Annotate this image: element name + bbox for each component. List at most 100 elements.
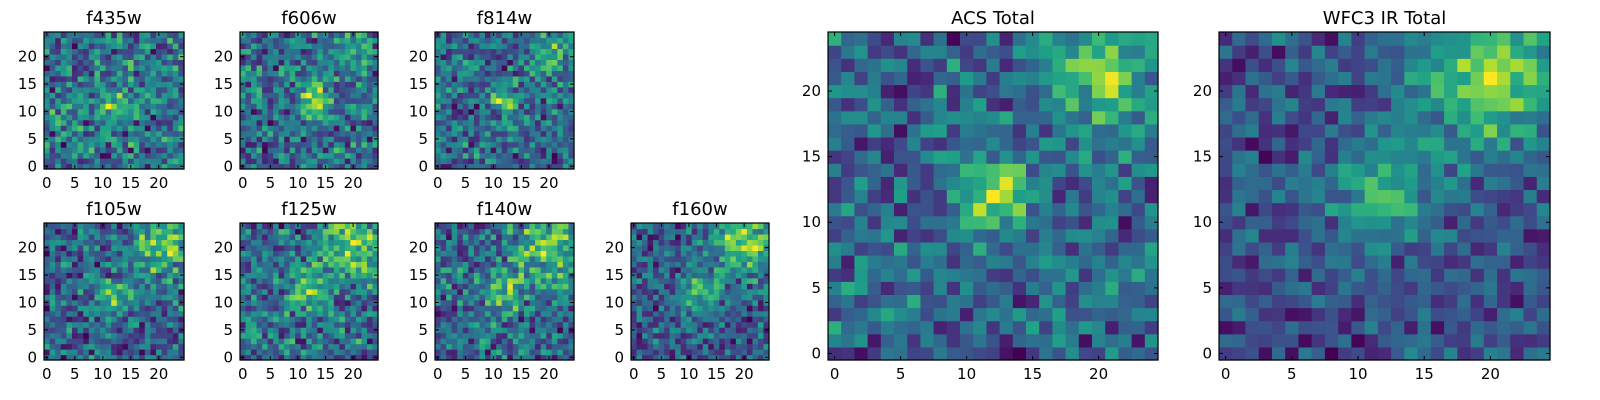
heatmap-cell bbox=[647, 228, 654, 235]
heatmap-cell bbox=[116, 32, 123, 39]
heatmap-cell bbox=[557, 42, 564, 50]
heatmap-cell bbox=[88, 266, 95, 273]
heatmap-cell bbox=[150, 103, 157, 110]
heatmap-cell bbox=[496, 327, 503, 334]
x-tick-label: 10 bbox=[484, 365, 503, 383]
heatmap-cell bbox=[894, 189, 908, 204]
heatmap-cell bbox=[546, 255, 553, 262]
heatmap-cell bbox=[1131, 189, 1146, 204]
heatmap-cell bbox=[306, 125, 313, 132]
heatmap-cell bbox=[284, 250, 291, 257]
heatmap-cell bbox=[83, 332, 90, 339]
heatmap-cell bbox=[317, 59, 324, 66]
heatmap-cell bbox=[139, 92, 146, 99]
heatmap-cell bbox=[457, 288, 464, 295]
heatmap-cell bbox=[708, 327, 715, 334]
heatmap-cell bbox=[451, 327, 458, 334]
heatmap-cell bbox=[116, 53, 123, 60]
heatmap-cell bbox=[933, 333, 948, 348]
heatmap-cell bbox=[122, 272, 129, 279]
heatmap-cell bbox=[691, 343, 698, 350]
heatmap-cell bbox=[658, 228, 665, 235]
heatmap-cell bbox=[156, 53, 163, 60]
heatmap-cell bbox=[507, 250, 514, 257]
heatmap-cell bbox=[273, 272, 280, 279]
heatmap-cell bbox=[468, 283, 475, 290]
heatmap-cell bbox=[894, 281, 908, 295]
heatmap-cell bbox=[55, 250, 62, 257]
heatmap-cell bbox=[122, 244, 129, 251]
heatmap-cell bbox=[251, 163, 258, 170]
heatmap-cell bbox=[535, 250, 542, 257]
heatmap-cell bbox=[284, 332, 291, 339]
heatmap-cell bbox=[446, 108, 453, 115]
heatmap-cell bbox=[451, 92, 458, 99]
heatmap-cell bbox=[763, 223, 770, 230]
heatmap-cell bbox=[94, 64, 101, 71]
heatmap-cell bbox=[546, 266, 553, 273]
heatmap-cell bbox=[289, 108, 296, 115]
heatmap-cell bbox=[311, 223, 318, 230]
heatmap-cell bbox=[72, 266, 79, 273]
heatmap-cell bbox=[156, 321, 163, 328]
heatmap-cell bbox=[122, 338, 129, 345]
heatmap-cell bbox=[1012, 268, 1027, 282]
heatmap-cell bbox=[490, 147, 497, 154]
heatmap-cell bbox=[473, 266, 481, 273]
heatmap-cell bbox=[251, 125, 258, 132]
heatmap-cell bbox=[273, 233, 280, 241]
heatmap-cell bbox=[139, 37, 146, 44]
heatmap-cell bbox=[251, 81, 258, 88]
heatmap-cell bbox=[540, 81, 547, 88]
heatmap-cell bbox=[462, 37, 469, 44]
heatmap-cell bbox=[946, 320, 961, 335]
heatmap-cell bbox=[446, 239, 453, 246]
heatmap-cell bbox=[946, 163, 961, 177]
heatmap-cell bbox=[311, 48, 318, 55]
heatmap-cell bbox=[100, 327, 107, 334]
heatmap-cell bbox=[451, 86, 458, 93]
heatmap-cell bbox=[161, 64, 168, 71]
heatmap-cell bbox=[251, 349, 258, 356]
heatmap-cell bbox=[468, 349, 475, 356]
heatmap-cell bbox=[267, 152, 274, 159]
heatmap-cell bbox=[167, 310, 174, 317]
heatmap-cell bbox=[680, 223, 687, 230]
heatmap-cell bbox=[746, 305, 754, 312]
heatmap-cell bbox=[72, 332, 79, 339]
heatmap-cell bbox=[485, 163, 492, 170]
heatmap-cell bbox=[540, 70, 547, 77]
heatmap-cell bbox=[273, 244, 280, 251]
heatmap-cell bbox=[568, 152, 575, 159]
heatmap-cell bbox=[518, 108, 525, 115]
heatmap-cell bbox=[139, 277, 146, 284]
heatmap-cell bbox=[350, 250, 357, 257]
heatmap-cell bbox=[60, 305, 67, 312]
heatmap-cell bbox=[562, 349, 570, 356]
heatmap-cell bbox=[647, 277, 654, 284]
heatmap-cell bbox=[295, 86, 302, 93]
heatmap-cell bbox=[111, 250, 118, 257]
heatmap-cell bbox=[60, 125, 67, 132]
heatmap-cell bbox=[49, 305, 56, 312]
heatmap-cell bbox=[251, 310, 258, 317]
heatmap-cell bbox=[339, 228, 346, 235]
heatmap-cell bbox=[702, 233, 709, 241]
heatmap-cell bbox=[83, 119, 90, 126]
heatmap-cell bbox=[435, 343, 442, 350]
x-tick-label: 20 bbox=[149, 365, 168, 383]
heatmap-cell bbox=[144, 338, 151, 345]
heatmap-cell bbox=[1039, 202, 1053, 217]
heatmap-cell bbox=[94, 158, 101, 165]
heatmap-cell bbox=[468, 332, 475, 339]
heatmap-cell bbox=[568, 103, 575, 110]
heatmap-cell bbox=[240, 92, 247, 99]
heatmap-cell bbox=[128, 48, 135, 55]
heatmap-cell bbox=[366, 37, 374, 44]
heatmap-cell bbox=[518, 261, 525, 268]
heatmap-cell bbox=[485, 53, 492, 60]
heatmap-cell bbox=[675, 288, 682, 295]
heatmap-cell bbox=[1105, 241, 1119, 256]
heatmap-cell bbox=[139, 141, 146, 148]
heatmap-cell bbox=[333, 299, 340, 306]
